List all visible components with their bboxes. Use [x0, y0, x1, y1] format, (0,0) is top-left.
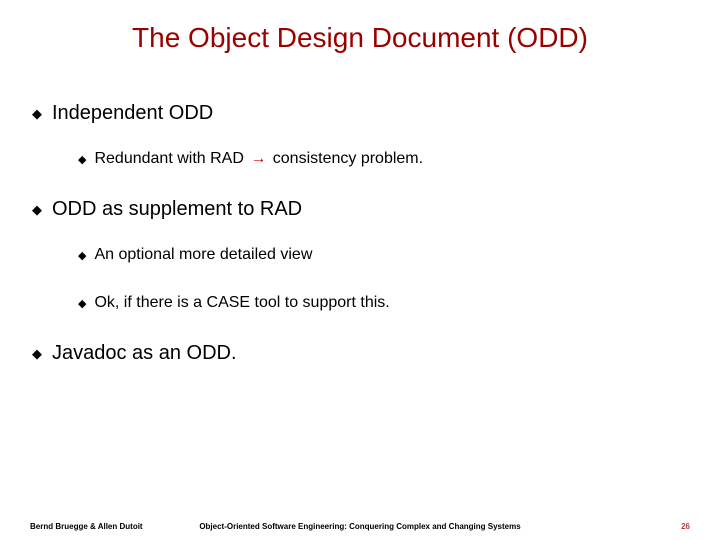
arrow-icon: →	[248, 150, 268, 167]
diamond-icon: ◆	[78, 246, 86, 266]
bullet-text-post: consistency problem.	[268, 150, 423, 167]
diamond-icon: ◆	[32, 102, 42, 126]
diamond-icon: ◆	[78, 294, 86, 314]
slide-content: ◆ Independent ODD ◆ Redundant with RAD →…	[0, 54, 720, 366]
bullet-text: Javadoc as an ODD.	[52, 342, 237, 365]
diamond-icon: ◆	[32, 342, 42, 366]
slide: The Object Design Document (ODD) ◆ Indep…	[0, 0, 720, 540]
footer-page-number: 26	[681, 522, 690, 531]
bullet-text: Independent ODD	[52, 102, 213, 125]
bullet-item: ◆ Redundant with RAD → consistency probl…	[78, 150, 690, 170]
bullet-item: ◆ ODD as supplement to RAD	[30, 198, 690, 222]
bullet-text-pre: Redundant with RAD	[94, 150, 248, 167]
bullet-text: Redundant with RAD → consistency problem…	[94, 150, 423, 168]
bullet-item: ◆ An optional more detailed view	[78, 246, 690, 266]
diamond-icon: ◆	[32, 198, 42, 222]
diamond-icon: ◆	[78, 150, 86, 170]
bullet-text: Ok, if there is a CASE tool to support t…	[94, 294, 389, 312]
bullet-text: ODD as supplement to RAD	[52, 198, 302, 221]
footer-book-title: Object-Oriented Software Engineering: Co…	[0, 522, 720, 531]
bullet-text: An optional more detailed view	[94, 246, 312, 264]
bullet-item: ◆ Javadoc as an ODD.	[30, 342, 690, 366]
bullet-item: ◆ Ok, if there is a CASE tool to support…	[78, 294, 690, 314]
bullet-item: ◆ Independent ODD	[30, 102, 690, 126]
slide-title: The Object Design Document (ODD)	[0, 0, 720, 54]
